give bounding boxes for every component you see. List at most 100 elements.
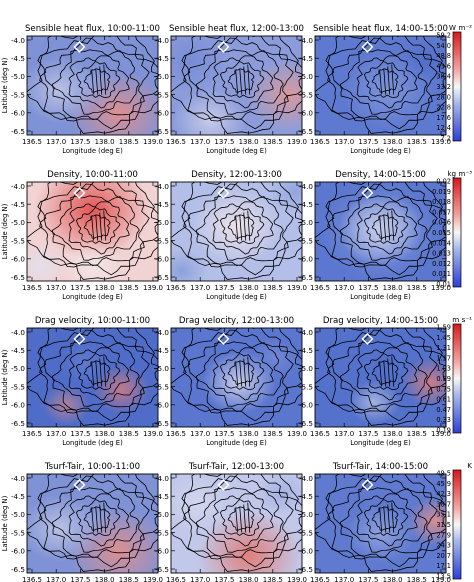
colorbar-gradient — [452, 177, 462, 288]
colorbar-tick-label: 0.012 — [432, 260, 451, 268]
heatmap-panel: Tsurf-Tair, 10:00-11:00 -4.0 -4.5 -5.0 -5.5 -… — [1, 462, 163, 582]
topography-contour — [339, 487, 428, 553]
y-axis-label: Latitude (deg N) — [1, 495, 9, 551]
y-tick-label: -4.5 — [155, 200, 169, 209]
x-tick-label: 137.0 — [334, 138, 354, 146]
y-tick-label: -5.5 — [299, 236, 313, 245]
central-peak-contours — [379, 502, 395, 533]
panel-frame — [314, 181, 447, 282]
x-tick-label: 138.5 — [407, 138, 427, 146]
colorbar-tick-label: 45.9 — [436, 480, 451, 488]
panel-title: Drag velocity, 14:00-15:00 — [323, 316, 438, 326]
topography-contour — [51, 341, 140, 407]
y-tick-label: -4.0 — [11, 328, 25, 337]
panels-layer: Sensible heat flux, 10:00-11:00 -4.0 -4.5 -… — [1, 24, 451, 582]
colorbar-tick-label: 13.5 — [436, 573, 451, 581]
x-tick-label: 139.0 — [431, 576, 451, 582]
y-tick-label: -4.0 — [299, 474, 313, 483]
y-tick-label: -5.0 — [11, 218, 25, 227]
colorbar-tick-label: 33.2 — [436, 83, 451, 91]
x-tick-label: 137.0 — [46, 576, 66, 582]
y-tick-label: -6.0 — [11, 401, 25, 410]
x-tick-label: 139.0 — [143, 284, 163, 292]
topography-contour — [43, 183, 150, 267]
x-tick-label: 139.0 — [287, 138, 307, 146]
panel-title: Tsurf-Tair, 12:00-13:00 — [188, 462, 284, 472]
y-tick-label: -5.0 — [299, 364, 313, 373]
x-tick-label: 137.0 — [46, 284, 66, 292]
colorbar-tick-label: 12.4 — [436, 124, 451, 132]
topography-contour — [27, 474, 158, 572]
x-tick-label: 137.5 — [70, 138, 90, 146]
central-peak-contours — [379, 356, 395, 387]
x-axis-label: Longitude (deg E) — [62, 439, 123, 447]
topography-contour — [315, 474, 446, 572]
panel-title: Density, 10:00-11:00 — [47, 170, 138, 180]
panel-frame — [26, 327, 159, 428]
x-tick-label: 139.0 — [287, 576, 307, 582]
colorbar-tick-label: 0.017 — [432, 208, 451, 216]
colorbar-tick-label: 43.6 — [436, 62, 451, 70]
x-tick-label: 136.5 — [166, 284, 186, 292]
topography-contour — [181, 474, 302, 568]
topography-contour — [43, 475, 150, 559]
site-diamond-marker — [361, 478, 374, 491]
heatmap-blob — [269, 182, 302, 215]
x-tick-label: 137.5 — [358, 576, 378, 582]
topography-contour — [325, 36, 446, 130]
x-tick-label: 137.5 — [358, 430, 378, 438]
topography-contour — [187, 329, 294, 413]
colorbar-gradient — [452, 31, 462, 142]
x-tick-label: 139.0 — [287, 430, 307, 438]
topography-contour — [187, 183, 294, 267]
heatmap-blob — [256, 474, 302, 517]
panel-frame — [314, 473, 447, 574]
topography-contour — [37, 328, 158, 422]
topography-contour — [181, 36, 302, 130]
x-tick-label: 138.0 — [383, 576, 403, 582]
site-diamond-marker — [73, 478, 86, 491]
y-tick-label: -6.0 — [299, 401, 313, 410]
colorbar-tick-label: 27.9 — [436, 531, 451, 539]
y-tick-label: -6.0 — [299, 547, 313, 556]
colorbar-tick-label: 1.59 — [436, 324, 451, 332]
x-tick-label: 137.0 — [334, 284, 354, 292]
y-tick-label: -4.5 — [299, 492, 313, 501]
y-tick-label: -5.5 — [11, 236, 25, 245]
x-tick-label: 139.0 — [143, 138, 163, 146]
topography-contour — [212, 493, 274, 547]
panel-title: Sensible heat flux, 10:00-11:00 — [25, 24, 160, 34]
y-tick-label: -4.0 — [155, 474, 169, 483]
panel-frame — [26, 35, 159, 136]
central-peak-contours — [379, 210, 395, 241]
y-tick-label: -5.0 — [155, 218, 169, 227]
x-tick-label: 137.0 — [190, 284, 210, 292]
site-diamond-marker — [361, 332, 374, 345]
x-axis-label: Longitude (deg E) — [62, 293, 123, 301]
panel-plot-area — [171, 182, 302, 281]
y-tick-label: -5.5 — [155, 90, 169, 99]
colorbar-unit: m s⁻¹ — [452, 315, 472, 324]
y-tick-label: -4.5 — [299, 346, 313, 355]
topography-contour — [68, 55, 130, 109]
colorbar-tick-label: 0.01 — [436, 281, 451, 289]
x-tick-label: 137.0 — [334, 430, 354, 438]
topography-contour — [227, 214, 255, 239]
y-tick-label: -6.0 — [155, 109, 169, 118]
y-tick-label: -6.0 — [11, 547, 25, 556]
topography-contour — [315, 36, 446, 134]
y-tick-label: -6.5 — [155, 565, 169, 574]
topography-contour — [212, 55, 274, 109]
topography-contour — [219, 61, 265, 98]
colorbar-tick-label: 31.5 — [436, 521, 451, 529]
colorbar-gradient — [452, 469, 462, 580]
x-tick-label: 136.5 — [166, 430, 186, 438]
colorbar-tick-label: 42.3 — [436, 490, 451, 498]
topography-contour — [75, 207, 121, 244]
topography-contour — [325, 328, 446, 422]
heatmap-panel: Density, 14:00-15:00 -4.0 -4.5 -5.0 -5.5 -6.0… — [299, 170, 451, 301]
panel-plot-area — [27, 36, 158, 135]
colorbar-tick-label: 59.2 — [436, 32, 451, 40]
x-tick-label: 138.5 — [119, 284, 139, 292]
x-tick-label: 137.5 — [358, 138, 378, 146]
